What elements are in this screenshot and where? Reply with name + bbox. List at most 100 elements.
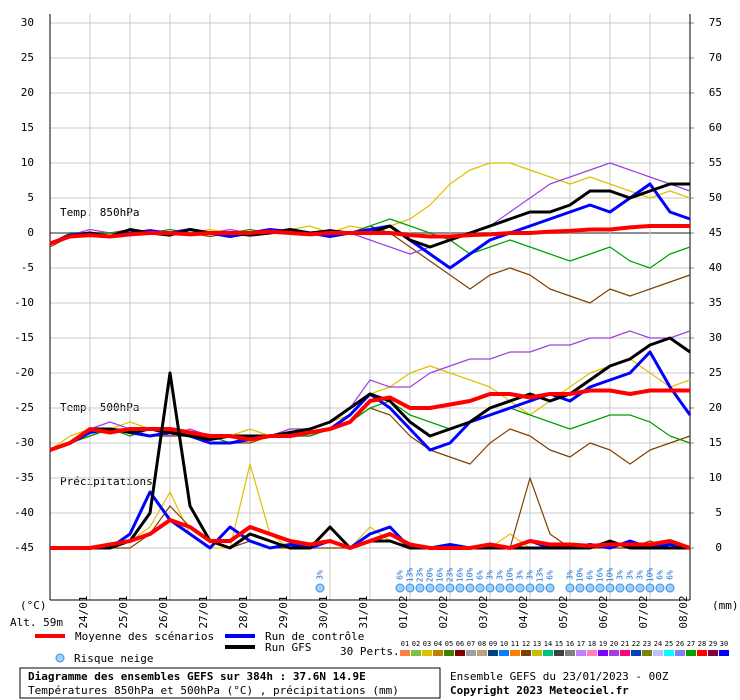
y-tick-label: 15	[21, 121, 34, 134]
snow-label: 10%	[466, 568, 475, 583]
y2-tick-label: 5	[715, 506, 722, 519]
snow-label: 3%	[486, 570, 495, 580]
y2-tick-label: 20	[709, 401, 722, 414]
member-swatch	[631, 650, 641, 656]
y2-tick-label: 60	[709, 121, 722, 134]
member-label: 17	[577, 640, 585, 648]
snow-label: 10%	[506, 568, 515, 583]
snow-marker	[505, 583, 515, 593]
x-tick-label: 03/02	[477, 595, 490, 628]
member-label: 07	[467, 640, 475, 648]
y-tick-label: 10	[21, 156, 34, 169]
snow-marker	[635, 583, 645, 593]
snow-marker	[595, 583, 605, 593]
member-swatch	[642, 650, 652, 656]
snow-label: 6%	[656, 570, 665, 580]
y2-tick-label: 70	[709, 51, 722, 64]
snow-label: 6%	[546, 570, 555, 580]
member-label: 04	[434, 640, 442, 648]
snow-marker	[655, 583, 665, 593]
perts-label: 30 Perts.	[340, 645, 400, 658]
y-unit: (°C)	[20, 599, 47, 612]
member-label: 12	[522, 640, 530, 648]
member-label: 10	[500, 640, 508, 648]
x-tick-label: 02/02	[437, 595, 450, 628]
x-tick-label: 28/01	[237, 595, 250, 628]
snow-marker	[525, 583, 535, 593]
snow-label: 3%	[616, 570, 625, 580]
member-label: 19	[599, 640, 607, 648]
snow-label: 10%	[576, 568, 585, 583]
y2-tick-label: 40	[709, 261, 722, 274]
legend-label: Moyenne des scénarios	[75, 630, 214, 643]
member-label: 18	[588, 640, 596, 648]
snow-marker	[485, 583, 495, 593]
snow-label: 16%	[436, 568, 445, 583]
member-label: 11	[511, 640, 519, 648]
member-swatch	[455, 650, 465, 656]
snow-marker	[515, 583, 525, 593]
member-label: 30	[720, 640, 728, 648]
member-swatch	[400, 650, 410, 656]
snow-marker	[445, 583, 455, 593]
y-tick-label: -10	[14, 296, 34, 309]
y2-tick-label: 15	[709, 436, 722, 449]
y-tick-label: -20	[14, 366, 34, 379]
snow-label: 13%	[536, 568, 545, 583]
member-swatch	[433, 650, 443, 656]
chart-title: Diagramme des ensembles GEFS sur 384h : …	[28, 670, 366, 683]
snow-marker	[545, 583, 555, 593]
y-tick-label: 0	[27, 226, 34, 239]
altitude: Alt. 59m	[10, 616, 63, 629]
x-tick-label: 26/01	[157, 595, 170, 628]
snow-marker	[435, 583, 445, 593]
snow-label: 10%	[606, 568, 615, 583]
y-tick-label: 5	[27, 191, 34, 204]
x-tick-label: 05/02	[557, 595, 570, 628]
member-swatch	[664, 650, 674, 656]
member-swatch	[598, 650, 608, 656]
snow-marker	[625, 583, 635, 593]
snow-marker	[565, 583, 575, 593]
snow-label: 3%	[626, 570, 635, 580]
y-tick-label: 30	[21, 16, 34, 29]
run-info: Ensemble GEFS du 23/01/2023 - 00Z	[450, 670, 669, 683]
member-label: 24	[654, 640, 662, 648]
y2-tick-label: 45	[709, 226, 722, 239]
member-label: 06	[456, 640, 464, 648]
member-swatch	[675, 650, 685, 656]
y-tick-label: -15	[14, 331, 34, 344]
series-line	[49, 388, 690, 452]
chart-subtitle: Températures 850hPa et 500hPa (°C) , pré…	[28, 684, 399, 697]
snow-marker	[495, 583, 505, 593]
member-swatch	[444, 650, 454, 656]
snow-label: 3%	[526, 570, 535, 580]
member-swatch	[719, 650, 729, 656]
annotation: Temp. 850hPa	[60, 206, 139, 219]
y2-tick-label: 65	[709, 86, 722, 99]
snow-marker	[615, 583, 625, 593]
member-swatch	[477, 650, 487, 656]
member-swatch	[686, 650, 696, 656]
member-swatch	[653, 650, 663, 656]
y2-unit: (mm)	[712, 599, 739, 612]
y-tick-label: -30	[14, 436, 34, 449]
member-label: 20	[610, 640, 618, 648]
snow-label: 13%	[406, 568, 415, 583]
member-swatch	[510, 650, 520, 656]
annotation: Précipitations	[60, 475, 153, 488]
member-swatch	[576, 650, 586, 656]
member-label: 16	[566, 640, 574, 648]
x-tick-label: 06/02	[597, 595, 610, 628]
member-label: 01	[401, 640, 409, 648]
member-swatch	[609, 650, 619, 656]
member-label: 14	[544, 640, 552, 648]
snow-marker	[475, 583, 485, 593]
x-tick-label: 25/01	[117, 595, 130, 628]
snow-label: 23%	[416, 568, 425, 583]
y-tick-label: -45	[14, 541, 34, 554]
snow-label: 23%	[446, 568, 455, 583]
y-tick-label: 20	[21, 86, 34, 99]
member-label: 02	[412, 640, 420, 648]
